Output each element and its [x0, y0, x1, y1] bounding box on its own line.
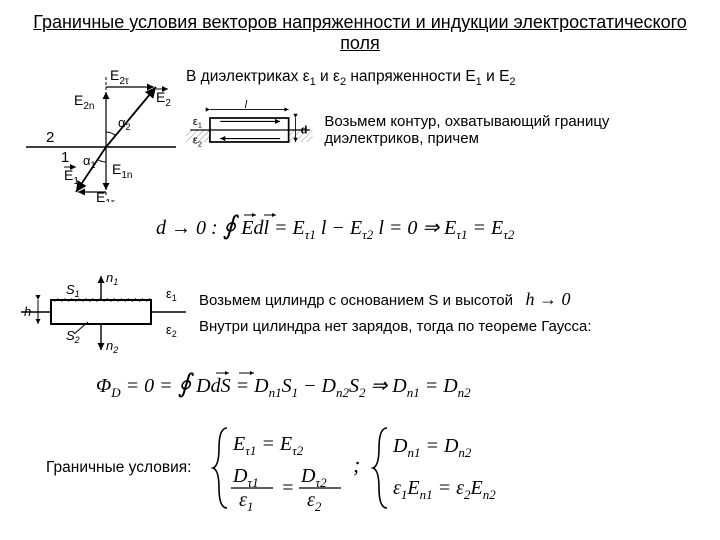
equation-circulation: d → 0 : ∮ Edl = Eτ1 l − Eτ2 l = 0 ⇒ Eτ1 … — [156, 208, 704, 256]
svg-text:2: 2 — [46, 129, 54, 146]
svg-text:Eτ1 = Eτ2: Eτ1 = Eτ2 — [232, 433, 304, 458]
contour-text: Возьмем контур, охватывающий границу диэ… — [324, 113, 704, 147]
svg-text:α2: α2 — [118, 115, 131, 132]
conditions-label: Граничные условия: — [46, 459, 191, 477]
cylinder-row: n1 n2 S1 S2 h ε1 ε2 Возьмем цилиндр с ос… — [16, 262, 704, 362]
conditions-row: Граничные условия: Eτ1 = Eτ2 Dτ1 ε1 = Dτ… — [16, 420, 704, 516]
svg-text:ε1En1 = ε2En2: ε1En1 = ε2En2 — [393, 477, 496, 502]
svg-text:E2n: E2n — [74, 92, 94, 112]
contour-diagram: l d ε1 ε2 — [186, 94, 314, 166]
equation-system: Eτ1 = Eτ2 Dτ1 ε1 = Dτ2 ε2 ; Dn1 = Dn2 ε1… — [209, 420, 629, 516]
svg-text:ε2: ε2 — [307, 489, 322, 514]
intro-text: В диэлектриках ε1 и ε2 напряженности E1 … — [186, 68, 704, 88]
svg-text:=: = — [281, 477, 295, 499]
svg-text:S1: S1 — [66, 282, 80, 299]
svg-text:Dτ1: Dτ1 — [232, 465, 259, 490]
contour-row: l d ε1 ε2 Возьмем контур, охватывающий г… — [186, 94, 704, 166]
svg-text:Dn1 = Dn2: Dn1 = Dn2 — [392, 435, 472, 460]
vector-diagram: E2τ E2n E2 α2 α1 E1n E1τ E1 2 1 — [16, 62, 186, 202]
svg-text:E1n: E1n — [112, 161, 132, 181]
svg-text:E1τ: E1τ — [96, 189, 115, 202]
cylinder-text-1: Возьмем цилиндр с основанием S и высотой… — [199, 289, 592, 310]
svg-text:l: l — [245, 99, 248, 111]
equation-gauss: ΦD = 0 = ∮ DdS = Dn1S1 − Dn2S2 ⇒ Dn1 = D… — [96, 366, 704, 414]
svg-text:d → 0 : ∮ Edl = Eτ1 l − Eτ2 l: d → 0 : ∮ Edl = Eτ1 l − Eτ2 l = 0 ⇒ Eτ1 … — [156, 211, 515, 242]
cylinder-diagram: n1 n2 S1 S2 h ε1 ε2 — [16, 262, 191, 362]
page-title: Граничные условия векторов напряженности… — [16, 12, 704, 54]
svg-text:E2τ: E2τ — [110, 67, 129, 87]
svg-text:h: h — [24, 304, 31, 319]
svg-text:E2: E2 — [156, 89, 171, 109]
svg-text:ε1: ε1 — [193, 116, 202, 130]
svg-text:α1: α1 — [83, 153, 96, 170]
top-row: E2τ E2n E2 α2 α1 E1n E1τ E1 2 1 В диэлек… — [16, 62, 704, 202]
svg-text:;: ; — [353, 452, 360, 477]
svg-text:ε1: ε1 — [166, 286, 177, 303]
cylinder-text-2: Внутри цилиндра нет зарядов, тогда по те… — [199, 318, 592, 335]
svg-text:ε1: ε1 — [239, 489, 253, 514]
svg-text:n1: n1 — [106, 270, 118, 287]
svg-text:ε2: ε2 — [166, 322, 177, 339]
svg-text:E1: E1 — [64, 167, 79, 187]
svg-text:n2: n2 — [106, 338, 118, 355]
svg-text:Dτ2: Dτ2 — [300, 465, 327, 490]
svg-text:ΦD = 0 = ∮ DdS = Dn1S1 − Dn2S2: ΦD = 0 = ∮ DdS = Dn1S1 − Dn2S2 ⇒ Dn1 = D… — [96, 369, 471, 400]
svg-text:1: 1 — [61, 149, 69, 166]
